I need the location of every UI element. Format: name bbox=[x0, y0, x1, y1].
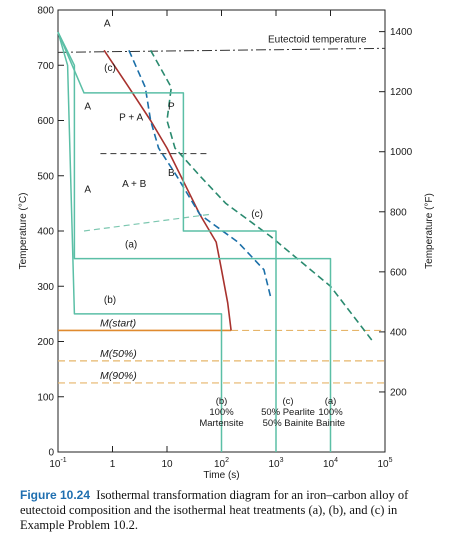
x-tick-label: 104 bbox=[323, 457, 338, 470]
bottom-label-line: (c) bbox=[282, 396, 293, 407]
y-tick-label: 400 bbox=[37, 227, 54, 238]
x-tick-label: 10 bbox=[161, 459, 173, 470]
y2-tick-label: 1400 bbox=[390, 27, 413, 38]
region-label: P + A bbox=[119, 113, 143, 124]
ms-line-label: M(50%) bbox=[100, 348, 137, 360]
axis-ticks: 10-1 1 10 102 103 104 105 0 100 200 300 400 500 600 70… bbox=[37, 6, 412, 471]
eutectoid-line: Eutectoid temperature bbox=[57, 34, 386, 53]
y-tick-label: 100 bbox=[37, 392, 54, 403]
x-tick-label: 10-1 bbox=[49, 457, 66, 470]
region-label: A bbox=[104, 19, 111, 30]
bottom-label-line: Martensite bbox=[199, 418, 243, 429]
y2-tick-label: 200 bbox=[390, 387, 407, 398]
caption-text: Isothermal transformation diagram for an… bbox=[20, 488, 409, 532]
bottom-label-line: 50% Bainite bbox=[263, 418, 314, 429]
heat-treatment-path bbox=[57, 31, 223, 452]
region-label: B bbox=[168, 168, 175, 179]
y-tick-label: 200 bbox=[37, 337, 54, 348]
y-tick-label: 0 bbox=[48, 448, 54, 459]
heat-treatment-paths bbox=[57, 31, 332, 452]
bottom-label-line: 100% bbox=[209, 407, 234, 418]
region-label: P bbox=[168, 101, 175, 112]
y2-tick-label: 600 bbox=[390, 267, 407, 278]
y2-tick-label: 400 bbox=[390, 327, 407, 338]
bottom-label-line: (b) bbox=[216, 396, 228, 407]
series-line bbox=[128, 49, 272, 298]
y2-tick-label: 1000 bbox=[390, 147, 413, 158]
path-annotation: (b) bbox=[104, 295, 116, 306]
region-label: A bbox=[84, 184, 91, 195]
x-tick-label: 1 bbox=[110, 459, 116, 470]
y-tick-label: 700 bbox=[37, 61, 54, 72]
y2-axis-label: Temperature (°F) bbox=[424, 193, 435, 269]
series-line bbox=[149, 49, 374, 342]
y-tick-label: 600 bbox=[37, 116, 54, 127]
region-label: A bbox=[84, 101, 91, 112]
y-tick-label: 800 bbox=[37, 6, 54, 17]
bottom-label-line: 100% bbox=[318, 407, 343, 418]
x-tick-label: 102 bbox=[214, 457, 229, 470]
series-line bbox=[103, 49, 232, 331]
transformation-curves bbox=[83, 49, 374, 342]
y-tick-label: 300 bbox=[37, 282, 54, 293]
caption-figure-number: Figure 10.24 bbox=[20, 488, 91, 502]
eutectoid-line-mark bbox=[57, 47, 386, 53]
y-tick-label: 500 bbox=[37, 171, 54, 182]
isothermal-transformation-chart: 10-1 1 10 102 103 104 105 0 100 200 300 400 500 600 70… bbox=[18, 6, 435, 481]
bottom-label-line: 50% Pearlite bbox=[261, 407, 315, 418]
martensite-lines: M(start) M(50%) M(90%) bbox=[58, 317, 385, 384]
y-axis-label: Temperature (°C) bbox=[18, 193, 29, 270]
y2-tick-label: 1200 bbox=[390, 87, 413, 98]
heat-treatment-path bbox=[57, 31, 332, 452]
x-axis-label: Time (s) bbox=[203, 470, 239, 480]
bottom-label-line: Bainite bbox=[316, 418, 345, 429]
ms-line-label: M(90%) bbox=[100, 370, 137, 382]
path-annotation: (a) bbox=[125, 240, 137, 251]
eutectoid-label: Eutectoid temperature bbox=[268, 34, 367, 45]
path-annotation: (c) bbox=[251, 209, 263, 220]
ms-line-label: M(start) bbox=[100, 317, 136, 329]
x-tick-label: 103 bbox=[268, 457, 283, 470]
region-labels: A A A P + A A + B P B (c) (a) (b) (c) bbox=[84, 19, 263, 306]
region-label: A + B bbox=[122, 179, 147, 190]
path-c-dashed-guide bbox=[83, 213, 210, 232]
y2-tick-label: 800 bbox=[390, 207, 407, 218]
bottom-label-line: (a) bbox=[325, 396, 337, 407]
path-annotation: (c) bbox=[104, 63, 116, 74]
axis-labels: Time (s) Temperature (°C) Temperature (°F) bbox=[18, 193, 435, 480]
figure-caption: Figure 10.24 Isothermal transformation d… bbox=[20, 488, 440, 533]
x-tick-label: 105 bbox=[377, 457, 392, 470]
heat-treatment-path bbox=[57, 31, 277, 452]
